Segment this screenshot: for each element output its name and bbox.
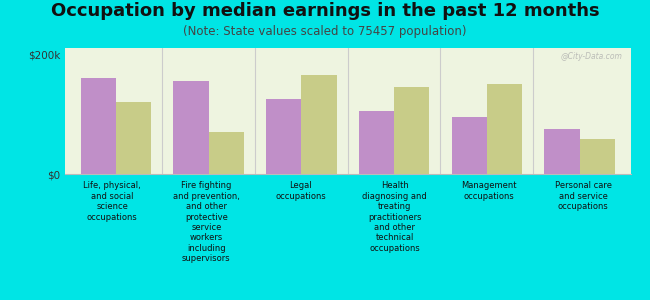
Bar	[394, 87, 430, 174]
Text: Occupation by median earnings in the past 12 months: Occupation by median earnings in the pas…	[51, 2, 599, 20]
Bar	[302, 75, 337, 174]
Bar	[266, 99, 302, 174]
Text: @City-Data.com: @City-Data.com	[560, 52, 622, 61]
Bar	[116, 102, 151, 174]
Bar	[174, 81, 209, 174]
Text: Life, physical,
and social
science
occupations: Life, physical, and social science occup…	[83, 182, 141, 222]
Text: Management
occupations: Management occupations	[462, 182, 517, 201]
Text: Fire fighting
and prevention,
and other
protective
service
workers
including
sup: Fire fighting and prevention, and other …	[173, 182, 240, 263]
Bar	[209, 132, 244, 174]
Text: Health
diagnosing and
treating
practitioners
and other
technical
occupations: Health diagnosing and treating practitio…	[363, 182, 427, 253]
Bar	[580, 139, 615, 174]
Text: Personal care
and service
occupations: Personal care and service occupations	[555, 182, 612, 211]
Bar	[544, 129, 580, 174]
Text: Legal
occupations: Legal occupations	[275, 182, 326, 201]
Bar	[359, 111, 394, 174]
Bar	[81, 78, 116, 174]
Bar	[452, 117, 487, 174]
Bar	[487, 84, 522, 174]
Text: (Note: State values scaled to 75457 population): (Note: State values scaled to 75457 popu…	[183, 26, 467, 38]
